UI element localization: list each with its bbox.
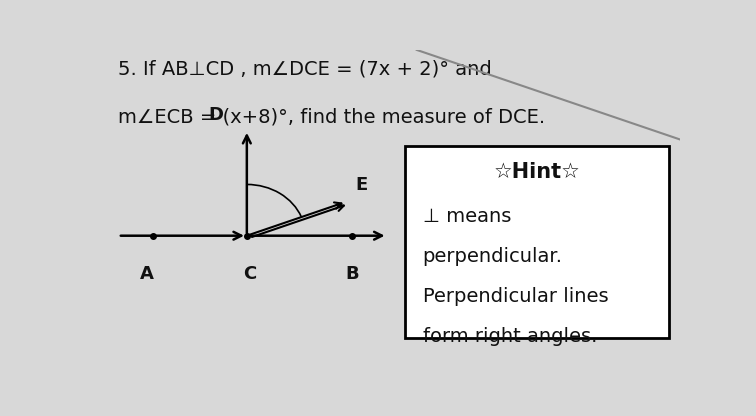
Text: ⊥ means: ⊥ means: [423, 207, 511, 226]
FancyBboxPatch shape: [405, 146, 668, 338]
Text: B: B: [345, 265, 359, 282]
Text: ☆Hint☆: ☆Hint☆: [494, 162, 581, 182]
Text: m∠ECB = (x+8)°, find the measure of DCE.: m∠ECB = (x+8)°, find the measure of DCE.: [118, 108, 545, 126]
Text: 5. If AB⊥CD , m∠DCE = (7x + 2)° and: 5. If AB⊥CD , m∠DCE = (7x + 2)° and: [118, 59, 491, 79]
Text: C: C: [243, 265, 256, 282]
Text: perpendicular.: perpendicular.: [423, 247, 562, 266]
Text: E: E: [355, 176, 367, 194]
Text: D: D: [209, 106, 224, 124]
Text: Perpendicular lines: Perpendicular lines: [423, 287, 609, 306]
Text: form right angles.: form right angles.: [423, 327, 597, 346]
Text: A: A: [141, 265, 154, 282]
